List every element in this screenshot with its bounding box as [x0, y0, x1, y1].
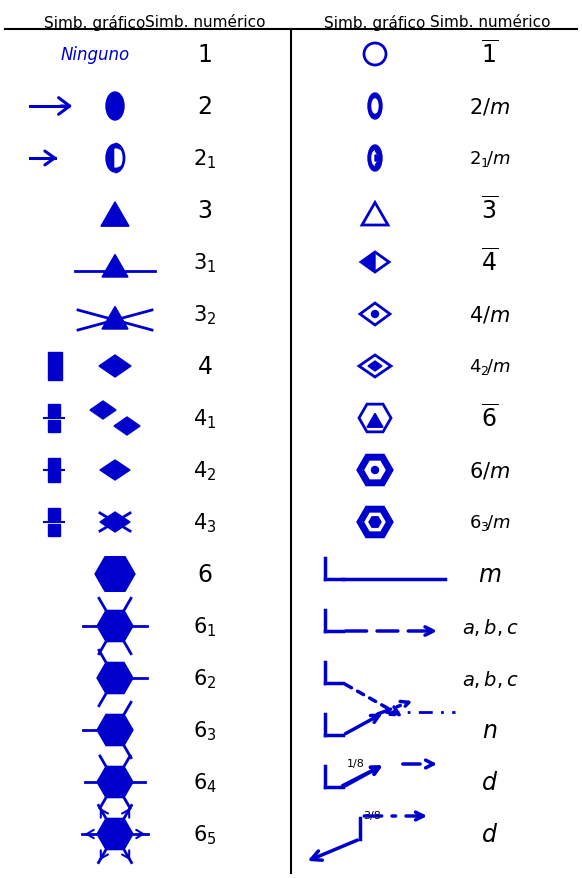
- Polygon shape: [97, 818, 133, 850]
- Polygon shape: [97, 715, 133, 745]
- Text: Simb. numérico: Simb. numérico: [430, 15, 550, 30]
- Text: $m$: $m$: [478, 563, 502, 587]
- Polygon shape: [357, 455, 393, 486]
- Polygon shape: [361, 253, 375, 273]
- Polygon shape: [99, 356, 131, 378]
- Circle shape: [371, 467, 378, 474]
- Text: $2_1\!/m$: $2_1\!/m$: [469, 149, 511, 169]
- Wedge shape: [115, 150, 124, 168]
- Text: $2/m$: $2/m$: [470, 97, 510, 118]
- Polygon shape: [48, 353, 62, 380]
- Polygon shape: [97, 663, 133, 694]
- Text: $3_1$: $3_1$: [193, 251, 217, 275]
- Ellipse shape: [368, 94, 382, 120]
- Text: 6: 6: [197, 563, 212, 587]
- Polygon shape: [114, 418, 140, 435]
- Text: $4/m$: $4/m$: [470, 304, 510, 325]
- Polygon shape: [368, 362, 382, 371]
- Polygon shape: [48, 524, 60, 536]
- Ellipse shape: [106, 145, 124, 173]
- Text: 3/8: 3/8: [363, 810, 381, 820]
- Polygon shape: [48, 421, 60, 433]
- Text: $\overline{3}$: $\overline{3}$: [481, 198, 499, 224]
- Polygon shape: [97, 766, 133, 798]
- Polygon shape: [100, 460, 130, 480]
- Polygon shape: [48, 458, 60, 482]
- Text: $6_2$: $6_2$: [193, 666, 217, 690]
- Polygon shape: [367, 414, 383, 428]
- Polygon shape: [48, 405, 60, 416]
- Polygon shape: [100, 513, 130, 532]
- Polygon shape: [369, 517, 381, 528]
- Text: $n$: $n$: [482, 718, 498, 742]
- Text: 1: 1: [197, 43, 212, 67]
- Text: Simb. gráfico: Simb. gráfico: [44, 15, 146, 31]
- Text: $6_1$: $6_1$: [193, 615, 217, 638]
- Text: $4_1$: $4_1$: [193, 407, 217, 430]
- Text: 1/8: 1/8: [347, 758, 365, 768]
- Ellipse shape: [372, 100, 378, 114]
- Text: Simb. numérico: Simb. numérico: [145, 15, 265, 30]
- Text: $4_3$: $4_3$: [193, 511, 217, 534]
- Polygon shape: [48, 508, 60, 521]
- Polygon shape: [357, 507, 393, 538]
- Text: $d$: $d$: [481, 770, 499, 794]
- Polygon shape: [102, 255, 128, 277]
- Text: $4_2$: $4_2$: [193, 458, 217, 482]
- Ellipse shape: [106, 93, 124, 121]
- Wedge shape: [375, 155, 378, 162]
- Text: $6_3$: $6_3$: [193, 718, 217, 742]
- Text: Simb. gráfico: Simb. gráfico: [324, 15, 425, 31]
- Text: 4: 4: [197, 355, 212, 378]
- Ellipse shape: [368, 146, 382, 172]
- Circle shape: [371, 311, 378, 318]
- Text: $\overline{6}$: $\overline{6}$: [481, 405, 499, 432]
- Text: 3: 3: [197, 198, 212, 223]
- Text: $\overline{1}$: $\overline{1}$: [481, 41, 499, 68]
- Ellipse shape: [372, 152, 378, 166]
- Polygon shape: [90, 401, 116, 420]
- Text: $6/m$: $6/m$: [470, 460, 510, 481]
- Text: $6_3\!/m$: $6_3\!/m$: [469, 513, 511, 532]
- Polygon shape: [365, 514, 385, 531]
- Polygon shape: [97, 611, 133, 642]
- Text: $\overline{4}$: $\overline{4}$: [481, 249, 499, 277]
- Text: Ninguno: Ninguno: [61, 46, 130, 64]
- Polygon shape: [95, 557, 135, 592]
- Text: $3_2$: $3_2$: [193, 303, 217, 327]
- Text: $4_2\!/m$: $4_2\!/m$: [469, 356, 511, 377]
- Text: 2: 2: [197, 95, 212, 119]
- Polygon shape: [365, 462, 385, 479]
- Text: $a,b,c$: $a,b,c$: [462, 615, 519, 637]
- Text: $6_5$: $6_5$: [193, 823, 217, 846]
- Text: $2_1$: $2_1$: [193, 147, 217, 170]
- Text: $6_4$: $6_4$: [193, 770, 217, 794]
- Text: $a,b,c$: $a,b,c$: [462, 668, 519, 688]
- Polygon shape: [102, 307, 128, 329]
- Text: $d$: $d$: [481, 822, 499, 846]
- Polygon shape: [101, 203, 129, 227]
